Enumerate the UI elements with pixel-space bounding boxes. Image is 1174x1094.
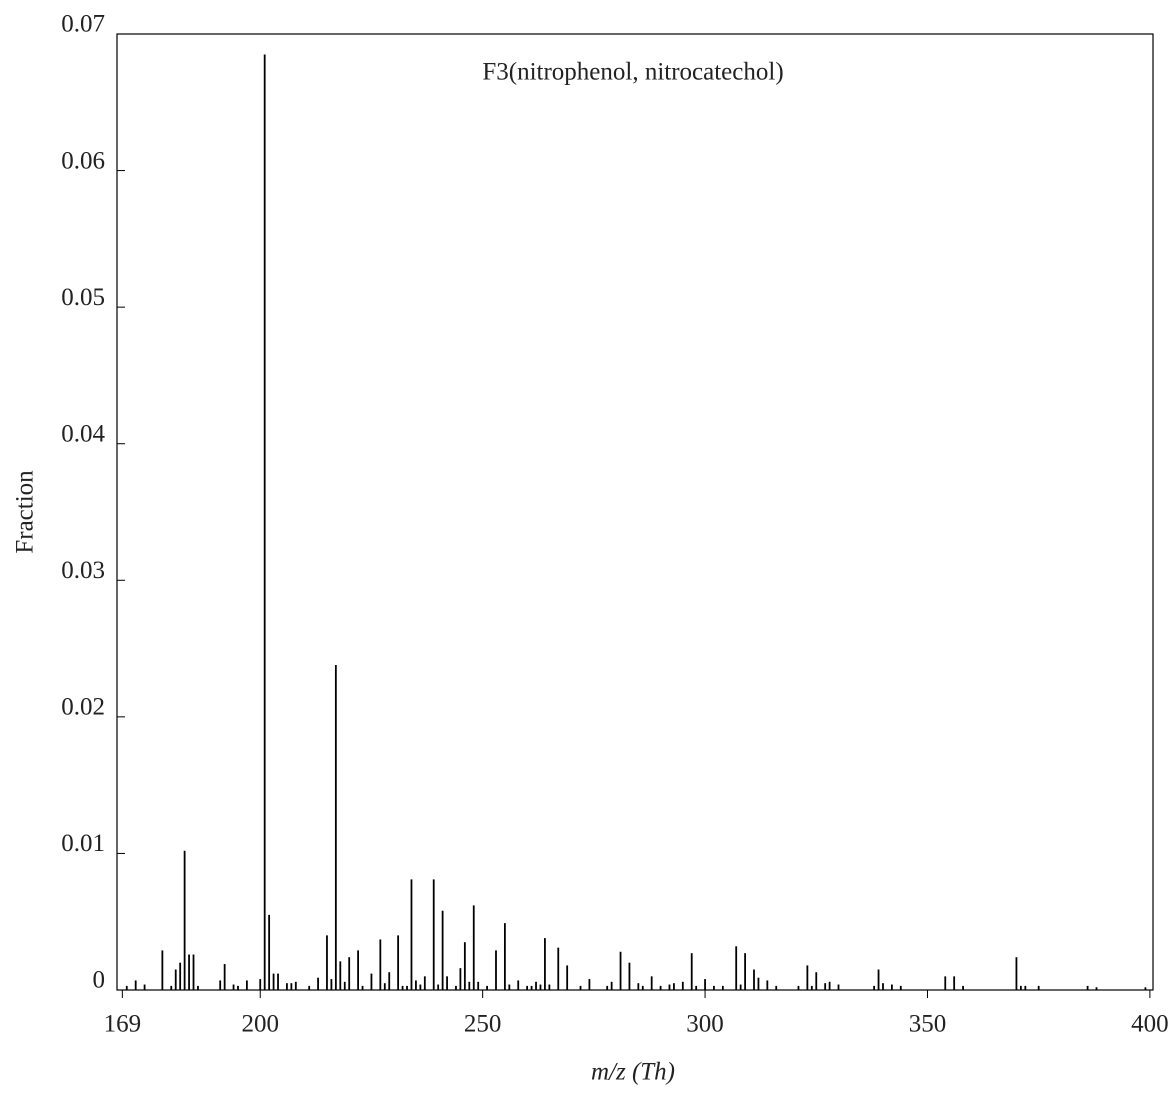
y-tick-label: 0.02: [61, 694, 105, 721]
x-axis-label: m/z (Th): [591, 1059, 675, 1086]
y-axis-label: Fraction: [12, 470, 39, 554]
x-tick-label: 200: [241, 1011, 279, 1038]
x-tick-label: 169: [104, 1011, 142, 1038]
chart-title: F3(nitrophenol, nitrocatechol): [482, 59, 783, 86]
x-tick-label: 350: [909, 1011, 947, 1038]
y-tick-label: 0.04: [61, 420, 105, 447]
y-tick-label: 0.07: [61, 11, 105, 38]
y-tick-label: 0.03: [61, 557, 105, 584]
plot-frame: [116, 33, 1154, 991]
y-tick-label: 0.05: [61, 284, 105, 311]
y-tick-label: 0.01: [61, 830, 105, 857]
x-tick-label: 250: [464, 1011, 502, 1038]
x-tick-label: 300: [686, 1011, 724, 1038]
y-tick-label: 0: [93, 967, 106, 994]
y-tick-label: 0.06: [61, 147, 105, 174]
x-tick-label: 400: [1131, 1011, 1169, 1038]
